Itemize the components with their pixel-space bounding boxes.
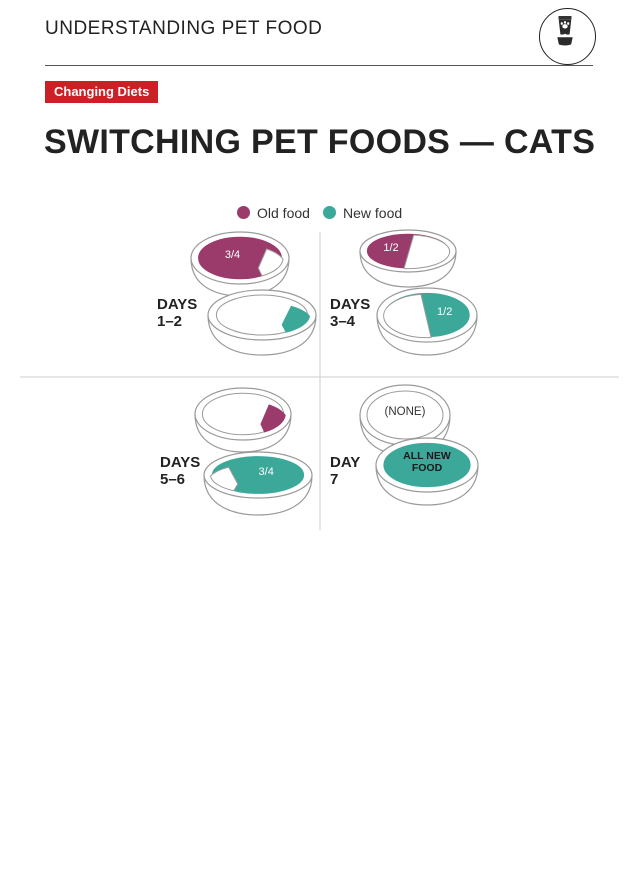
svg-text:3/4: 3/4: [259, 466, 274, 478]
svg-text:1/2: 1/2: [437, 306, 452, 318]
svg-text:3/4: 3/4: [225, 249, 240, 261]
svg-text:ALL NEW: ALL NEW: [403, 450, 451, 462]
svg-text:1/2: 1/2: [383, 242, 398, 254]
svg-text:1/4: 1/4: [269, 309, 283, 320]
svg-text:FOOD: FOOD: [412, 462, 443, 474]
svg-text:(NONE): (NONE): [385, 406, 426, 418]
svg-text:1/4: 1/4: [248, 408, 262, 419]
